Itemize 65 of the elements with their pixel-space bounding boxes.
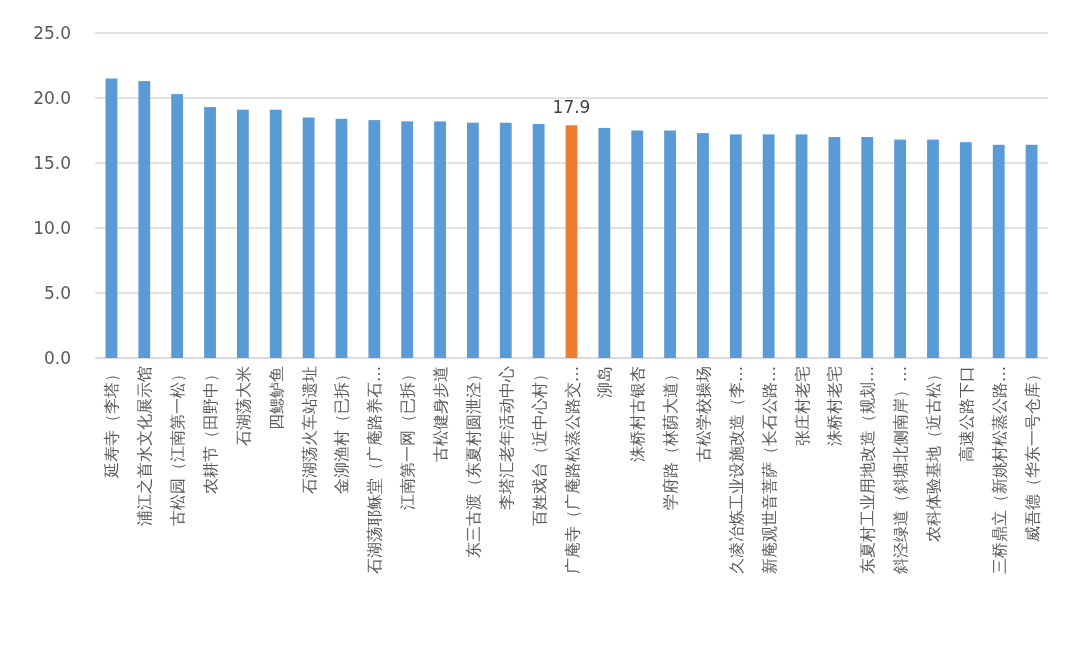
x-tick-label: 古松健身步道: [431, 366, 451, 462]
y-tick-label: 10.0: [33, 218, 71, 238]
x-tick-label: 久凌冶炼工业设施改造（李…: [726, 366, 746, 574]
y-tick-label: 15.0: [33, 153, 71, 173]
bar: [204, 107, 216, 358]
x-tick-label: 三桥鼎立（新姚村松蒸公路…: [989, 366, 1009, 574]
x-tick-label: 江南第一网（已拆）: [398, 366, 418, 510]
bar: [959, 142, 972, 358]
x-tick-label: 广庵寺（广庵路松蒸公路交…: [562, 366, 582, 574]
bar: [401, 121, 414, 358]
bar: [434, 121, 446, 358]
x-tick-label: 古松园（江南第一松）: [168, 366, 188, 526]
bar: [927, 139, 939, 358]
x-tick-label: 百姓戏台（近中心村）: [529, 366, 549, 526]
bar: [467, 122, 479, 358]
bar: [565, 125, 578, 358]
x-tick-label: 古松学校操场: [693, 366, 713, 462]
bar: [236, 109, 249, 358]
bar: [138, 81, 151, 358]
x-tick-label: 学府路（林荫大道）: [661, 366, 681, 510]
bar: [795, 134, 808, 358]
x-tick-label: 李塔汇老年活动中心: [496, 366, 516, 510]
y-tick-label: 5.0: [43, 283, 71, 303]
bar: [631, 130, 644, 358]
x-tick-label: 四鳃鲈鱼: [266, 366, 286, 430]
x-tick-label: 高速公路下口: [956, 366, 976, 462]
bar: [1025, 144, 1038, 358]
x-tick-label: 威吾德（华东一号仓库）: [1022, 366, 1042, 542]
bar: [269, 109, 282, 358]
x-tick-label: 斜泾绿道（斜塘北侧南岸）…: [891, 366, 911, 574]
x-tick-label: 洙桥村老宅: [825, 366, 845, 446]
bar: [105, 78, 118, 358]
x-tick-label: 东三古渡（东夏村圆泄泾）: [463, 366, 483, 558]
bar: [828, 137, 841, 358]
bar: [992, 144, 1005, 358]
x-tick-label: 浦江之首水文化展示馆: [135, 366, 155, 526]
bar: [368, 120, 381, 358]
x-tick-label: 东夏村工业用地改造（规划…: [858, 366, 878, 574]
x-tick-label: 金泖渔村（已拆）: [332, 366, 352, 494]
bar: [762, 134, 775, 358]
bar: [861, 137, 874, 358]
x-tick-label: 石湖荡耶稣堂（广庵路养石…: [365, 366, 385, 574]
y-tick-label: 25.0: [33, 23, 71, 43]
bar: [499, 122, 512, 358]
bar: [598, 127, 611, 358]
x-tick-label: 石湖荡火车站遗址: [299, 366, 319, 494]
x-tick-label: 张庄村老宅: [792, 366, 812, 446]
bar: [335, 118, 348, 358]
bar: [664, 130, 676, 358]
x-tick-label: 新庵观世音菩萨（长石公路…: [759, 366, 779, 574]
bar: [894, 139, 907, 358]
bar: [302, 117, 315, 358]
bar: [171, 94, 184, 358]
bar: [729, 134, 742, 358]
bar: [697, 133, 709, 358]
x-tick-label: 农科体验基地（近古松）: [923, 366, 943, 542]
x-tick-label: 石湖荡大米: [233, 366, 253, 446]
x-tick-label: 延寿寺（李塔）: [102, 366, 122, 479]
bar: [532, 124, 545, 358]
data-label: 17.9: [552, 97, 591, 118]
x-tick-label: 洙桥村古银杏: [628, 366, 648, 462]
x-tick-label: 泖岛: [595, 366, 615, 398]
x-tick-label: 农耕节（田野中）: [201, 366, 221, 494]
y-tick-label: 0.0: [43, 348, 71, 368]
y-tick-label: 20.0: [33, 88, 71, 108]
